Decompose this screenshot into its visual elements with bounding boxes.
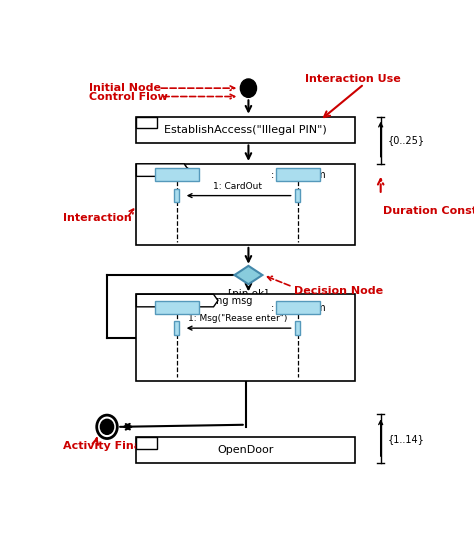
FancyBboxPatch shape [174,188,179,203]
Text: Interaction Use: Interaction Use [305,73,401,84]
Polygon shape [235,266,263,284]
Circle shape [100,419,114,434]
FancyBboxPatch shape [137,117,156,128]
Text: Prompt entering msg: Prompt entering msg [148,295,252,306]
Text: EstablishAccess("Illegal PIN"): EstablishAccess("Illegal PIN") [164,124,327,135]
Text: : AcSystem: : AcSystem [271,170,325,180]
FancyBboxPatch shape [174,321,179,335]
FancyBboxPatch shape [295,321,300,335]
FancyBboxPatch shape [137,437,156,449]
FancyBboxPatch shape [137,294,355,381]
Text: sd: sd [139,295,152,306]
FancyBboxPatch shape [276,301,320,314]
FancyBboxPatch shape [137,164,355,245]
Text: : User: : User [163,170,191,180]
FancyBboxPatch shape [155,168,199,181]
Text: Activity Final: Activity Final [63,440,145,451]
FancyBboxPatch shape [155,301,199,314]
Text: 1: Msg("Rease enter"): 1: Msg("Rease enter") [188,314,287,323]
FancyBboxPatch shape [276,168,320,181]
Text: ref: ref [140,438,153,448]
Polygon shape [137,294,218,307]
Text: [pin ok]: [pin ok] [228,289,269,299]
Text: OpenDoor: OpenDoor [218,445,274,455]
Text: ref: ref [140,117,153,128]
Text: {0..25}: {0..25} [387,135,424,145]
Text: sd: sd [139,165,152,175]
FancyBboxPatch shape [137,437,355,463]
Circle shape [240,79,256,97]
Text: Interaction: Interaction [63,213,132,223]
Text: Duration Constraint: Duration Constraint [383,206,474,217]
FancyBboxPatch shape [295,188,300,203]
Text: : AcSystem: : AcSystem [271,302,325,313]
Text: 1: CardOut: 1: CardOut [213,181,262,191]
Polygon shape [137,164,189,176]
Text: {1..14}: {1..14} [387,434,424,444]
Text: CardOut: CardOut [148,165,189,175]
Text: Decision Node: Decision Node [294,286,383,296]
FancyBboxPatch shape [137,117,355,142]
Text: : User: : User [163,302,191,313]
Text: Control Flow: Control Flow [89,92,167,102]
Text: Initial Node: Initial Node [89,83,161,93]
